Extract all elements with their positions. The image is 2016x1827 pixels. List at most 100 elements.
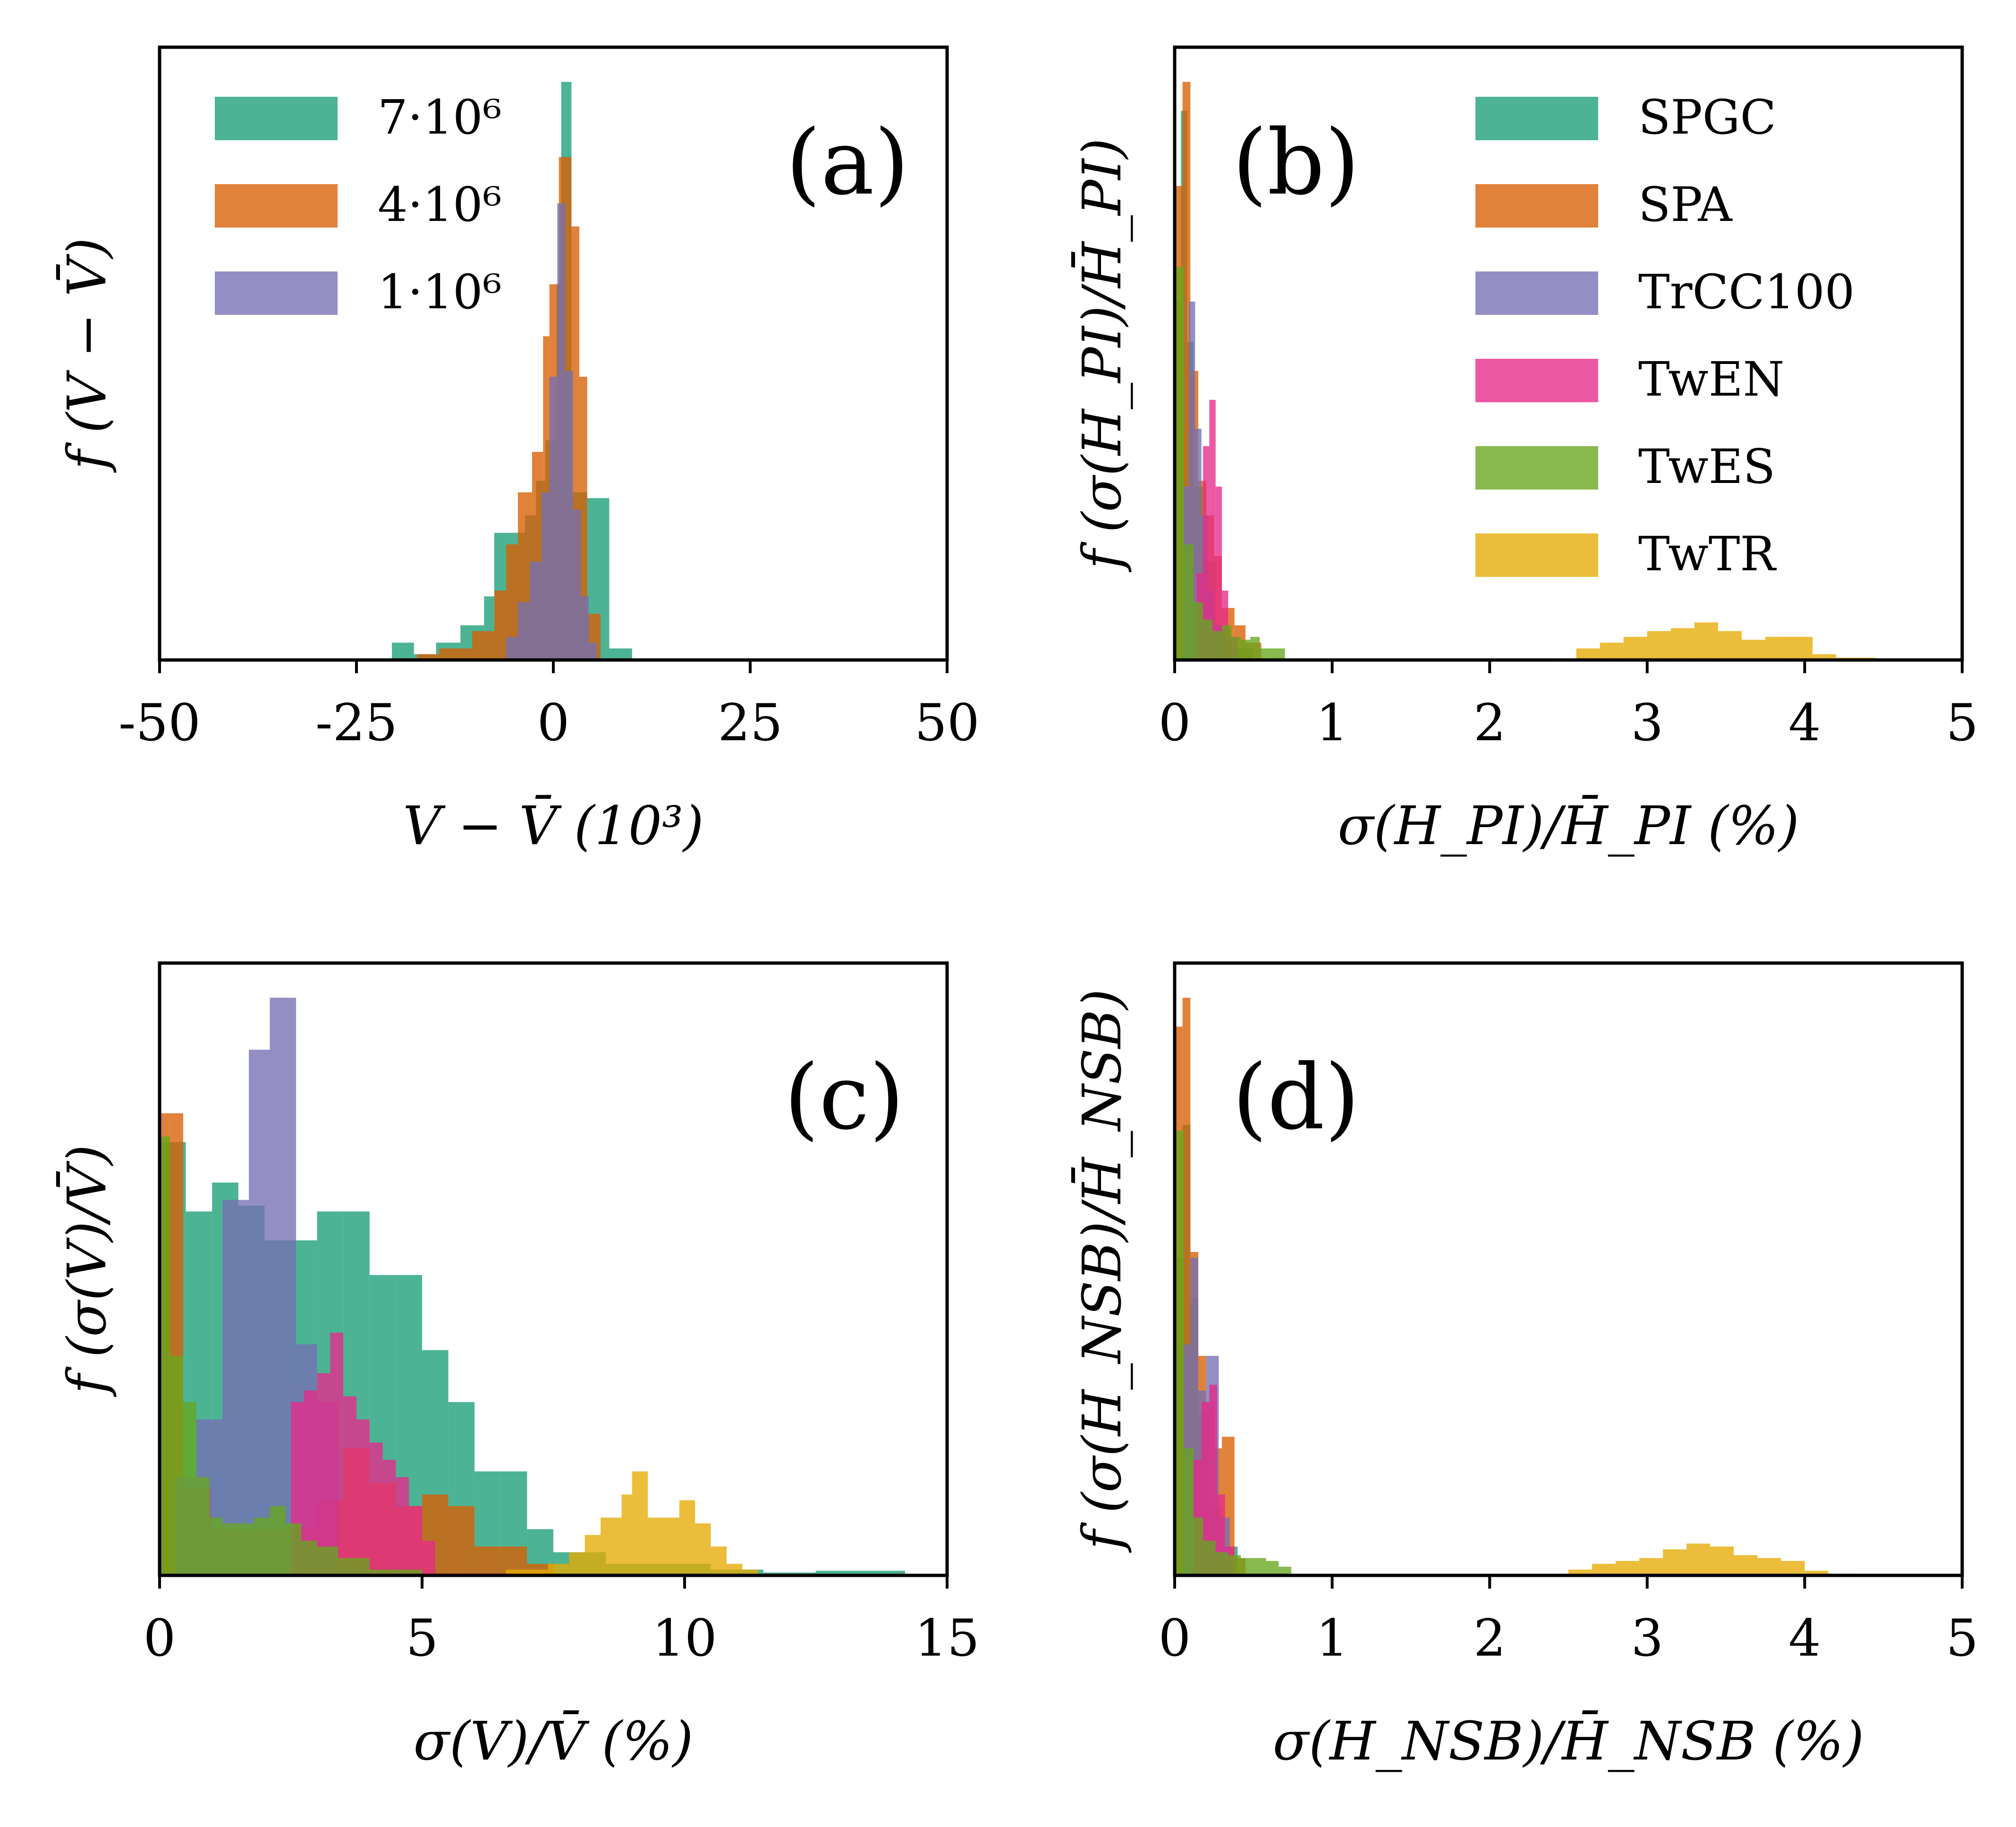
bar — [343, 1396, 356, 1575]
bar — [1710, 1546, 1734, 1575]
bar — [541, 492, 550, 660]
y-axis-title-c: f (σ(V)/V̄) — [56, 1145, 118, 1397]
bar — [338, 1558, 370, 1575]
bar — [816, 1571, 906, 1575]
bar — [549, 376, 558, 660]
bar — [663, 1517, 679, 1575]
bar — [1592, 1564, 1616, 1575]
legend-a: 7·10⁶ 4·10⁶ 1·10⁶ — [215, 90, 502, 320]
bar — [369, 1442, 383, 1575]
bar — [1184, 544, 1194, 660]
x-tick-label: 1 — [1316, 1609, 1348, 1668]
bar — [474, 1546, 501, 1575]
legend-swatch — [1475, 359, 1598, 402]
bar — [382, 1460, 396, 1575]
axes-frame-c — [158, 961, 949, 1577]
panel-c: 0 5 10 15 σ(V)/V̄ (%) f (σ(V)/V̄) (c) — [56, 961, 980, 1772]
bar — [1260, 648, 1270, 660]
bar — [632, 1471, 648, 1575]
bar — [565, 371, 573, 660]
y-axis-title-d: f (σ(H_NSB)/H̄_NSB) — [1071, 989, 1133, 1553]
y-axis-title-b: f (σ(H_PI)/H̄_PI) — [1071, 138, 1133, 573]
bar — [1757, 1558, 1781, 1575]
bar — [584, 1535, 601, 1575]
bar — [1184, 1448, 1194, 1575]
x-tick-label: 3 — [1631, 1609, 1663, 1668]
legend-swatch — [215, 184, 338, 228]
bar — [448, 1506, 475, 1575]
axes-frame-d — [1173, 961, 1964, 1577]
bar — [1639, 1558, 1663, 1575]
bar — [548, 1564, 569, 1575]
bar — [1765, 637, 1789, 660]
x-tick-label: 25 — [718, 694, 782, 753]
bar — [1781, 1561, 1805, 1575]
legend-swatch — [215, 271, 338, 315]
x-tick-label: -25 — [315, 694, 398, 753]
series-TwTR-c — [506, 1471, 758, 1575]
series-TwTR-b — [1552, 622, 1876, 660]
x-tick-label: 4 — [1788, 694, 1821, 753]
bar — [1228, 1555, 1241, 1575]
x-axis-title-b: σ(H_PI)/H̄_PI (%) — [1338, 795, 1799, 857]
y-axis-title-a: f (V − V̄) — [56, 237, 118, 473]
x-tick-label: 4 — [1788, 1609, 1821, 1668]
bar — [1576, 648, 1600, 660]
x-tick-label: -50 — [119, 694, 201, 753]
x-tick-label: 0 — [537, 694, 570, 753]
panel-a: -50 -25 0 25 50 V − V̄ (10³) f (V − V̄) (a) 7·10… — [56, 45, 980, 857]
x-tick-label: 0 — [1159, 1609, 1191, 1668]
bar — [1789, 637, 1813, 660]
axes-frame-b — [1173, 45, 1964, 662]
panel-b: 0 1 2 3 4 5 σ(H_PI)/H̄_PI (%) f (σ(H_PI)/H̄_PI)… — [1071, 45, 1979, 857]
bar — [249, 1049, 270, 1575]
bar — [1804, 1571, 1829, 1575]
series-TwES-c — [160, 1136, 422, 1575]
bars-a — [392, 82, 632, 660]
bar — [270, 1506, 286, 1575]
bar — [1734, 1555, 1758, 1575]
bar — [579, 376, 587, 660]
bar — [1231, 637, 1241, 660]
bar — [1241, 1558, 1254, 1575]
bar — [529, 561, 542, 660]
x-tick-label: 0 — [144, 1609, 176, 1668]
bar — [196, 1477, 210, 1575]
bar — [1194, 602, 1203, 660]
series-110-a — [506, 203, 597, 660]
bar — [1203, 446, 1210, 660]
legend-swatch — [1475, 97, 1598, 140]
bar — [209, 1517, 223, 1575]
bar — [1670, 628, 1694, 660]
legend-label: TwES — [1638, 439, 1775, 494]
bar — [1175, 1130, 1185, 1575]
bar — [1250, 637, 1260, 660]
bar — [589, 643, 597, 660]
bar — [569, 1552, 585, 1575]
x-axis-title-c: σ(V)/V̄ (%) — [414, 1710, 694, 1772]
bar — [1209, 1385, 1218, 1575]
bar — [472, 631, 494, 660]
bar — [621, 1494, 632, 1575]
bar — [1266, 1561, 1279, 1575]
bar — [1175, 267, 1185, 660]
x-tick-label: 1 — [1316, 694, 1348, 753]
bar — [285, 1523, 302, 1575]
bar — [396, 1477, 409, 1575]
series-TwES-d — [1175, 1130, 1291, 1575]
x-tick-label: 5 — [1946, 694, 1979, 753]
x-tick-label: 15 — [915, 1609, 979, 1668]
bar — [648, 1517, 664, 1575]
bar — [1203, 1540, 1216, 1575]
panel-label-a: (a) — [786, 110, 909, 215]
bar — [726, 1564, 743, 1575]
bar — [356, 1419, 370, 1575]
bar — [1623, 637, 1647, 660]
panel-label-d: (d) — [1232, 1045, 1360, 1150]
bar — [254, 1517, 270, 1575]
legend-label: SPA — [1638, 177, 1733, 232]
bars-b — [1175, 82, 1876, 660]
legend-b: SPGC SPA TrCC100 TwEN TwES TwTR — [1475, 90, 1855, 582]
bar — [422, 1540, 435, 1575]
